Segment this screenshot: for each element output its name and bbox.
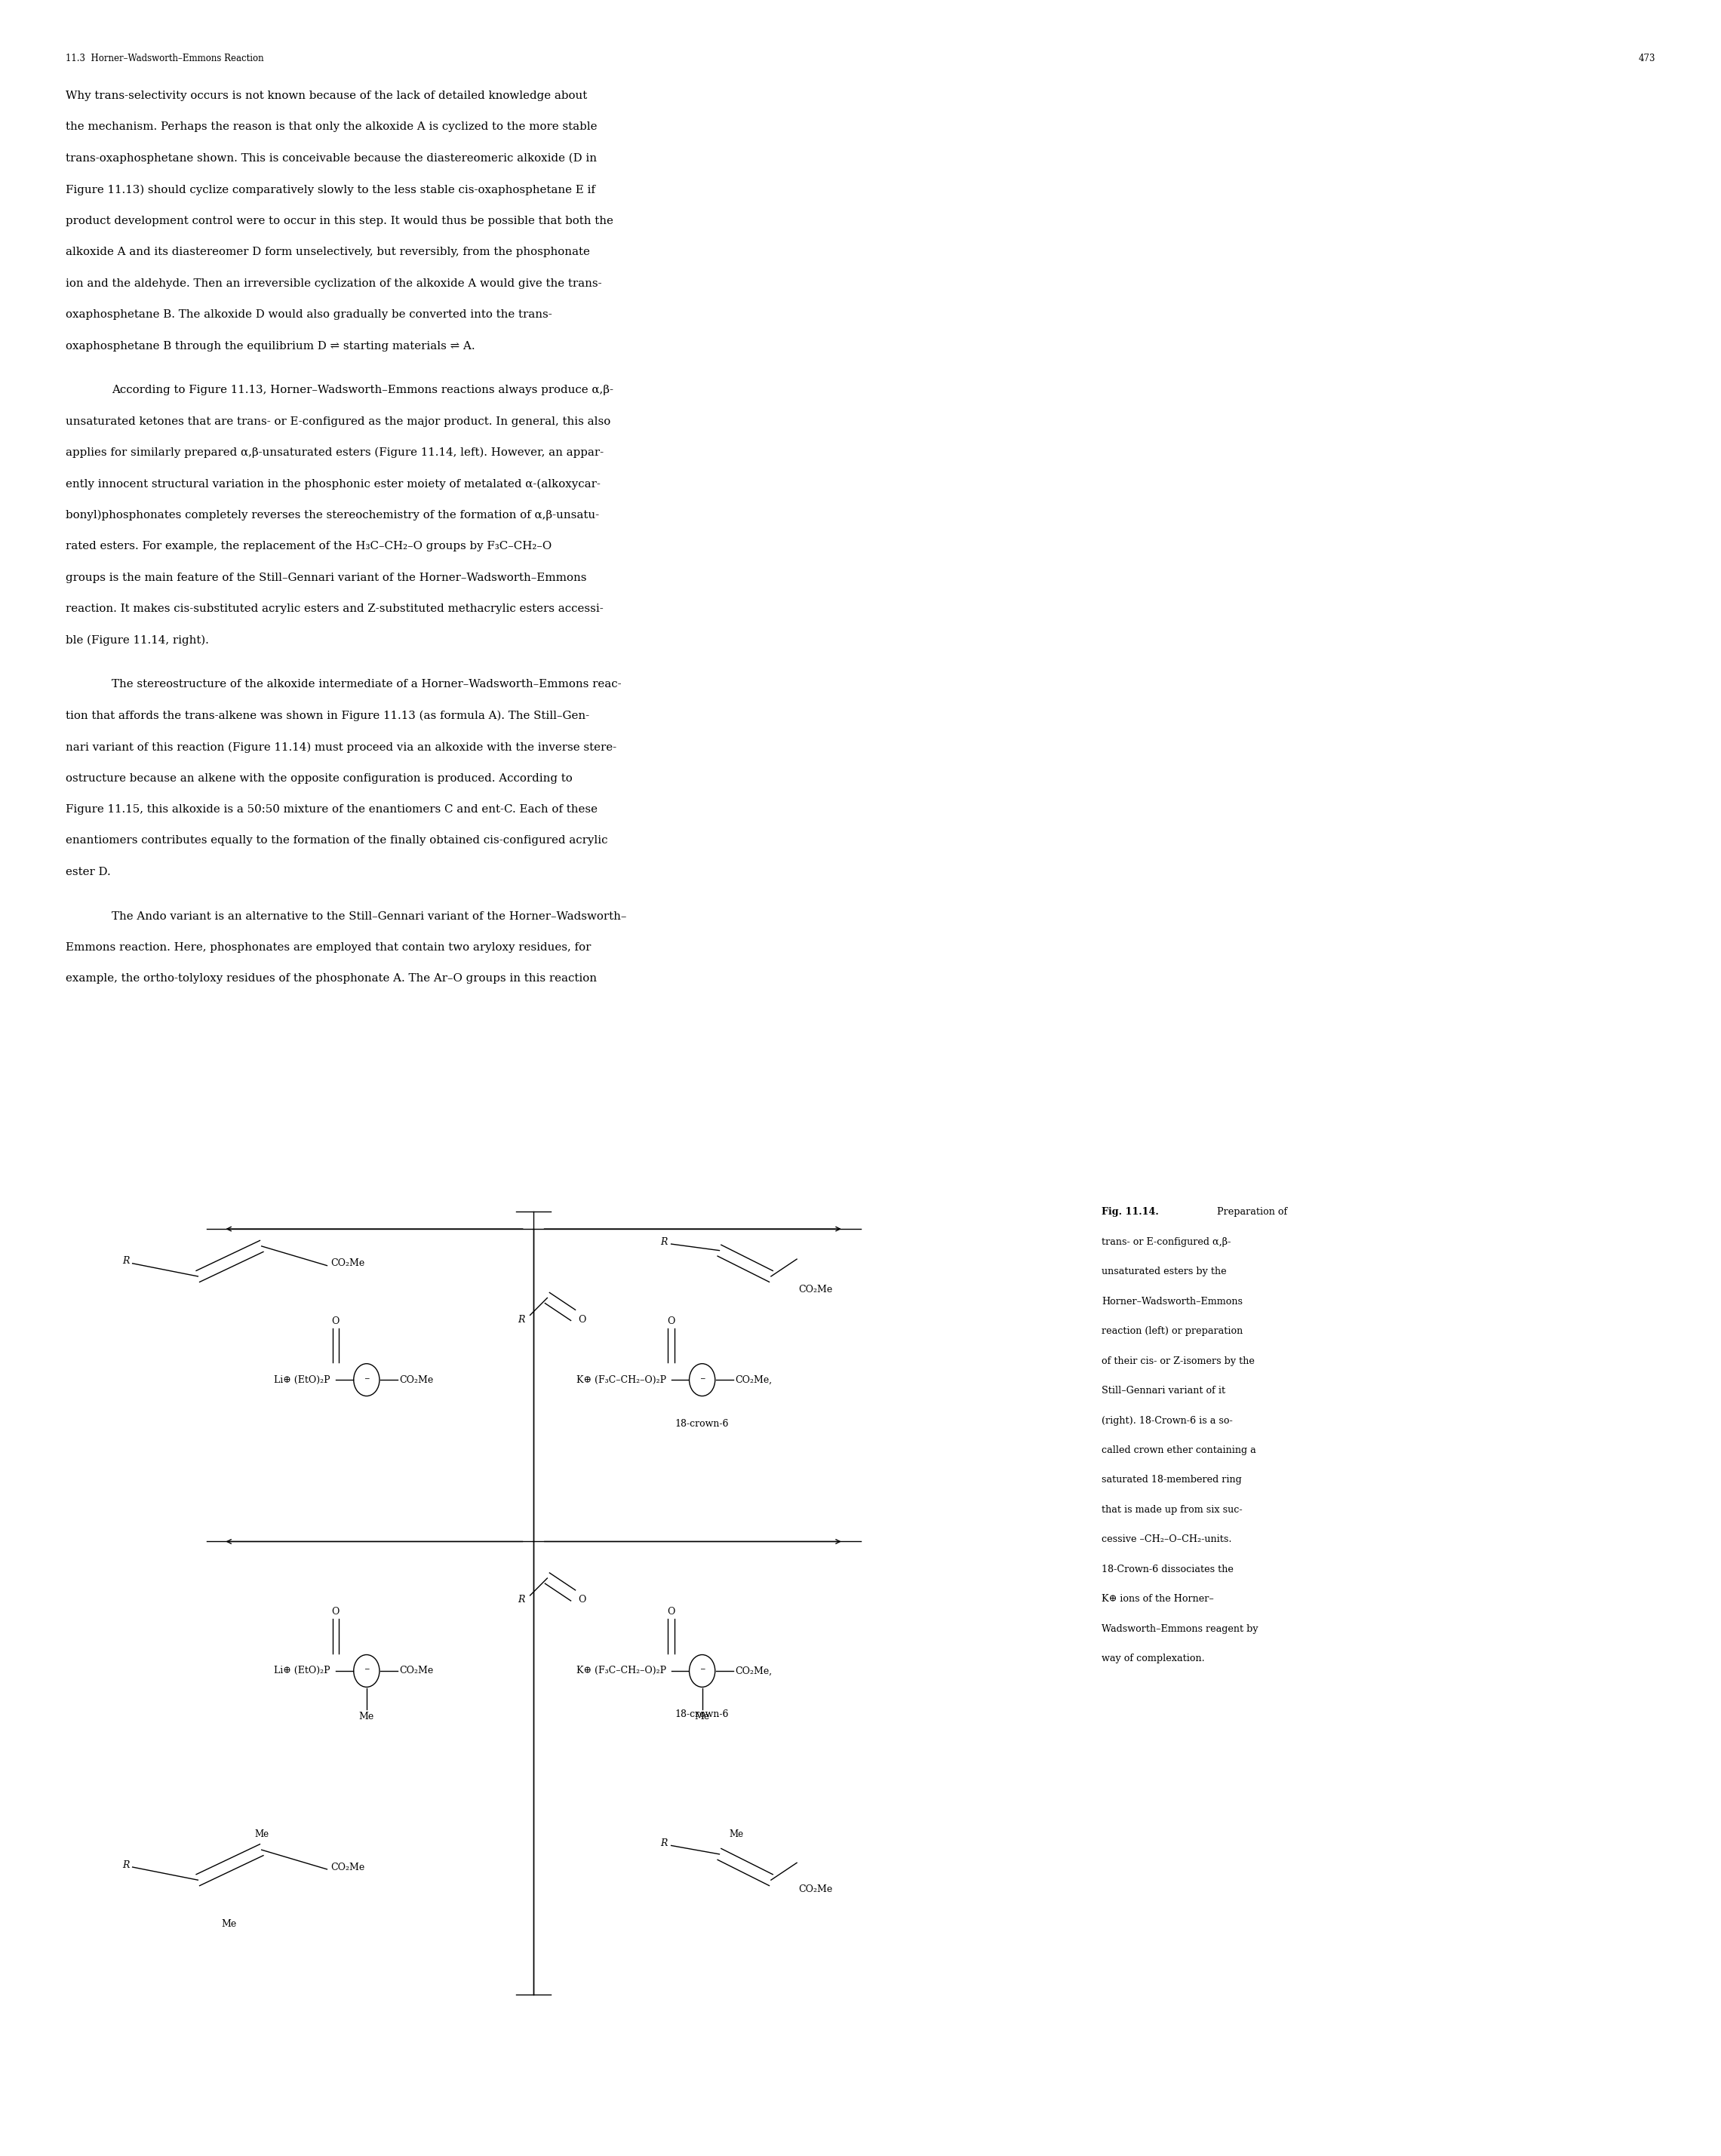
Text: called crown ether containing a: called crown ether containing a <box>1101 1445 1256 1455</box>
Text: −: − <box>699 1664 706 1673</box>
Text: K⊕ ions of the Horner–: K⊕ ions of the Horner– <box>1101 1593 1213 1604</box>
Text: nari variant of this reaction (Figure 11.14) must proceed via an alkoxide with t: nari variant of this reaction (Figure 11… <box>65 742 616 752</box>
Text: Me: Me <box>695 1712 709 1723</box>
Text: O: O <box>332 1315 339 1326</box>
Text: ion and the aldehyde. Then an irreversible cyclization of the alkoxide A would g: ion and the aldehyde. Then an irreversib… <box>65 278 602 289</box>
Text: CO₂Me: CO₂Me <box>799 1884 833 1895</box>
Text: −: − <box>363 1373 370 1382</box>
Text: alkoxide A and its diastereomer D form unselectively, but reversibly, from the p: alkoxide A and its diastereomer D form u… <box>65 246 590 257</box>
Text: applies for similarly prepared α,β-unsaturated esters (Figure 11.14, left). Howe: applies for similarly prepared α,β-unsat… <box>65 446 604 459</box>
Text: R: R <box>661 1238 668 1246</box>
Text: rated esters. For example, the replacement of the H₃C–CH₂–O groups by F₃C–CH₂–O: rated esters. For example, the replaceme… <box>65 541 551 552</box>
Text: R: R <box>661 1839 668 1848</box>
Text: CO₂Me: CO₂Me <box>330 1863 365 1871</box>
Text: Figure 11.13) should cyclize comparatively slowly to the less stable cis-oxaphos: Figure 11.13) should cyclize comparative… <box>65 185 595 196</box>
Text: Still–Gennari variant of it: Still–Gennari variant of it <box>1101 1386 1225 1395</box>
Text: that is made up from six suc-: that is made up from six suc- <box>1101 1505 1243 1516</box>
Text: The stereostructure of the alkoxide intermediate of a Horner–Wadsworth–Emmons re: The stereostructure of the alkoxide inte… <box>112 679 621 690</box>
Text: 473: 473 <box>1638 54 1656 65</box>
Text: Me: Me <box>222 1919 236 1930</box>
Text: Li⊕ (EtO)₂P: Li⊕ (EtO)₂P <box>274 1376 330 1384</box>
Text: oxaphosphetane B through the equilibrium D ⇌ starting materials ⇌ A.: oxaphosphetane B through the equilibrium… <box>65 341 475 351</box>
Text: reaction. It makes cis-substituted acrylic esters and Z-substituted methacrylic : reaction. It makes cis-substituted acryl… <box>65 604 602 614</box>
Text: ently innocent structural variation in the phosphonic ester moiety of metalated : ently innocent structural variation in t… <box>65 479 601 489</box>
Text: Horner–Wadsworth–Emmons: Horner–Wadsworth–Emmons <box>1101 1296 1243 1307</box>
Text: O: O <box>332 1606 339 1617</box>
Text: O: O <box>668 1606 675 1617</box>
Text: oxaphosphetane B. The alkoxide D would also gradually be converted into the tran: oxaphosphetane B. The alkoxide D would a… <box>65 308 552 319</box>
Text: O: O <box>578 1595 587 1604</box>
Text: product development control were to occur in this step. It would thus be possibl: product development control were to occu… <box>65 216 613 226</box>
Text: CO₂Me: CO₂Me <box>399 1376 434 1384</box>
Text: Why trans-selectivity occurs is not known because of the lack of detailed knowle: Why trans-selectivity occurs is not know… <box>65 91 587 101</box>
Text: CO₂Me: CO₂Me <box>330 1259 365 1268</box>
Text: The Ando variant is an alternative to the Still–Gennari variant of the Horner–Wa: The Ando variant is an alternative to th… <box>112 910 626 921</box>
Text: R: R <box>122 1257 129 1266</box>
Text: K⊕ (F₃C–CH₂–O)₂P: K⊕ (F₃C–CH₂–O)₂P <box>577 1667 666 1675</box>
Text: ester D.: ester D. <box>65 867 110 877</box>
Text: 18-crown-6: 18-crown-6 <box>675 1419 730 1429</box>
Text: bonyl)phosphonates completely reverses the stereochemistry of the formation of α: bonyl)phosphonates completely reverses t… <box>65 509 599 522</box>
Text: the mechanism. Perhaps the reason is that only the alkoxide A is cyclized to the: the mechanism. Perhaps the reason is tha… <box>65 121 597 132</box>
Text: (right). 18-Crown-6 is a so-: (right). 18-Crown-6 is a so- <box>1101 1416 1232 1425</box>
Text: O: O <box>668 1315 675 1326</box>
Text: trans- or E-configured α,β-: trans- or E-configured α,β- <box>1101 1238 1231 1246</box>
Text: Emmons reaction. Here, phosphonates are employed that contain two aryloxy residu: Emmons reaction. Here, phosphonates are … <box>65 942 590 953</box>
Text: cessive –CH₂–O–CH₂-units.: cessive –CH₂–O–CH₂-units. <box>1101 1535 1232 1544</box>
Text: 18-Crown-6 dissociates the: 18-Crown-6 dissociates the <box>1101 1565 1234 1574</box>
Text: R: R <box>518 1595 525 1604</box>
Text: Li⊕ (EtO)₂P: Li⊕ (EtO)₂P <box>274 1667 330 1675</box>
Text: reaction (left) or preparation: reaction (left) or preparation <box>1101 1326 1243 1337</box>
Text: Figure 11.15, this alkoxide is a 50:50 mixture of the enantiomers C and ent-C. E: Figure 11.15, this alkoxide is a 50:50 m… <box>65 804 597 815</box>
Text: of their cis- or Z-isomers by the: of their cis- or Z-isomers by the <box>1101 1356 1255 1367</box>
Text: tion that affords the trans-alkene was shown in Figure 11.13 (as formula A). The: tion that affords the trans-alkene was s… <box>65 709 589 722</box>
Text: enantiomers contributes equally to the formation of the finally obtained cis-con: enantiomers contributes equally to the f… <box>65 834 608 845</box>
Text: Me: Me <box>730 1828 743 1839</box>
Text: −: − <box>699 1373 706 1382</box>
Text: unsaturated esters by the: unsaturated esters by the <box>1101 1268 1227 1276</box>
Text: groups is the main feature of the Still–Gennari variant of the Horner–Wadsworth–: groups is the main feature of the Still–… <box>65 571 587 582</box>
Text: 18-crown-6: 18-crown-6 <box>675 1710 730 1720</box>
Text: saturated 18-membered ring: saturated 18-membered ring <box>1101 1475 1241 1485</box>
Text: R: R <box>518 1315 525 1324</box>
Text: K⊕ (F₃C–CH₂–O)₂P: K⊕ (F₃C–CH₂–O)₂P <box>577 1376 666 1384</box>
Text: R: R <box>122 1861 129 1869</box>
Text: Wadsworth–Emmons reagent by: Wadsworth–Emmons reagent by <box>1101 1623 1258 1634</box>
Text: CO₂Me: CO₂Me <box>399 1667 434 1675</box>
Text: ostructure because an alkene with the opposite configuration is produced. Accord: ostructure because an alkene with the op… <box>65 772 571 783</box>
Text: CO₂Me,: CO₂Me, <box>735 1667 773 1675</box>
Text: Preparation of: Preparation of <box>1208 1207 1287 1218</box>
Text: unsaturated ketones that are trans- or E-configured as the major product. In gen: unsaturated ketones that are trans- or E… <box>65 416 611 427</box>
Text: 11.3  Horner–Wadsworth–Emmons Reaction: 11.3 Horner–Wadsworth–Emmons Reaction <box>65 54 263 65</box>
Text: CO₂Me,: CO₂Me, <box>735 1376 773 1384</box>
Text: CO₂Me: CO₂Me <box>799 1285 833 1296</box>
Text: Me: Me <box>360 1712 373 1723</box>
Text: −: − <box>363 1664 370 1673</box>
Text: example, the ortho-tolyloxy residues of the phosphonate A. The Ar–O groups in th: example, the ortho-tolyloxy residues of … <box>65 972 597 983</box>
Text: ble (Figure 11.14, right).: ble (Figure 11.14, right). <box>65 634 208 647</box>
Text: trans-oxaphosphetane shown. This is conceivable because the diastereomeric alkox: trans-oxaphosphetane shown. This is conc… <box>65 153 597 164</box>
Text: O: O <box>578 1315 587 1324</box>
Text: way of complexation.: way of complexation. <box>1101 1654 1205 1664</box>
Text: Me: Me <box>255 1828 268 1839</box>
Text: Fig. 11.14.: Fig. 11.14. <box>1101 1207 1158 1218</box>
Text: According to Figure 11.13, Horner–Wadsworth–Emmons reactions always produce α,β-: According to Figure 11.13, Horner–Wadswo… <box>112 384 614 395</box>
